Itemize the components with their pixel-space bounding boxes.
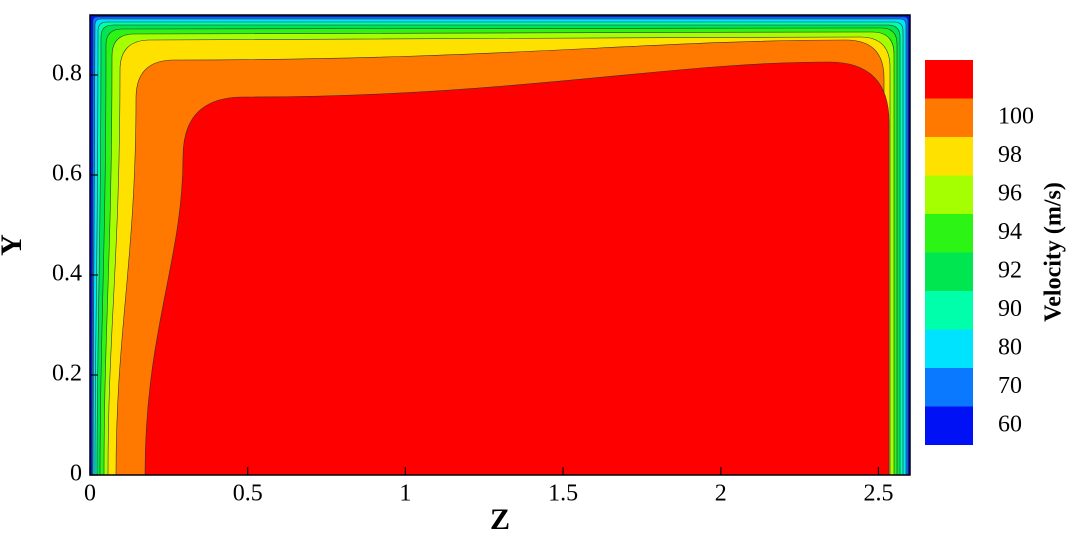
colorbar-label: 96 xyxy=(998,180,1022,206)
colorbar-label: 94 xyxy=(998,219,1022,245)
y-tick-label: 0.6 xyxy=(52,161,82,187)
y-tick-label: 0 xyxy=(70,461,82,487)
y-tick-label: 0.2 xyxy=(52,361,82,387)
colorbar-swatch xyxy=(925,329,973,368)
colorbar-swatch xyxy=(925,137,973,176)
colorbar-swatch xyxy=(925,175,973,214)
x-tick-label: 0.5 xyxy=(233,481,263,507)
colorbar-swatch xyxy=(925,214,973,253)
colorbar-swatch xyxy=(925,98,973,137)
x-tick-label: 1.5 xyxy=(548,481,578,507)
x-axis-label: Z xyxy=(490,503,510,536)
colorbar-label: 60 xyxy=(998,411,1022,437)
colorbar-label: 80 xyxy=(998,334,1022,360)
colorbar-label: 100 xyxy=(998,103,1034,129)
y-axis-label: Y xyxy=(0,234,28,256)
colorbar-title: Velocity (m/s) xyxy=(1041,182,1067,322)
x-tick-label: 2.5 xyxy=(863,481,893,507)
x-tick-label: 1 xyxy=(399,481,411,507)
colorbar-label: 70 xyxy=(998,373,1022,399)
colorbar-swatch xyxy=(925,60,973,99)
x-tick-label: 0 xyxy=(84,481,96,507)
colorbar-swatch xyxy=(925,291,973,330)
plot-frame xyxy=(89,14,911,476)
colorbar-label: 90 xyxy=(998,296,1022,322)
x-tick-label: 2 xyxy=(715,481,727,507)
contour-band xyxy=(144,61,890,476)
y-tick-label: 0.4 xyxy=(52,261,82,287)
colorbar-swatch xyxy=(925,406,973,445)
y-tick-label: 0.8 xyxy=(52,61,82,87)
colorbar-swatch xyxy=(925,368,973,407)
colorbar-label: 98 xyxy=(998,142,1022,168)
colorbar-swatch xyxy=(925,252,973,291)
colorbar-label: 92 xyxy=(998,257,1022,283)
